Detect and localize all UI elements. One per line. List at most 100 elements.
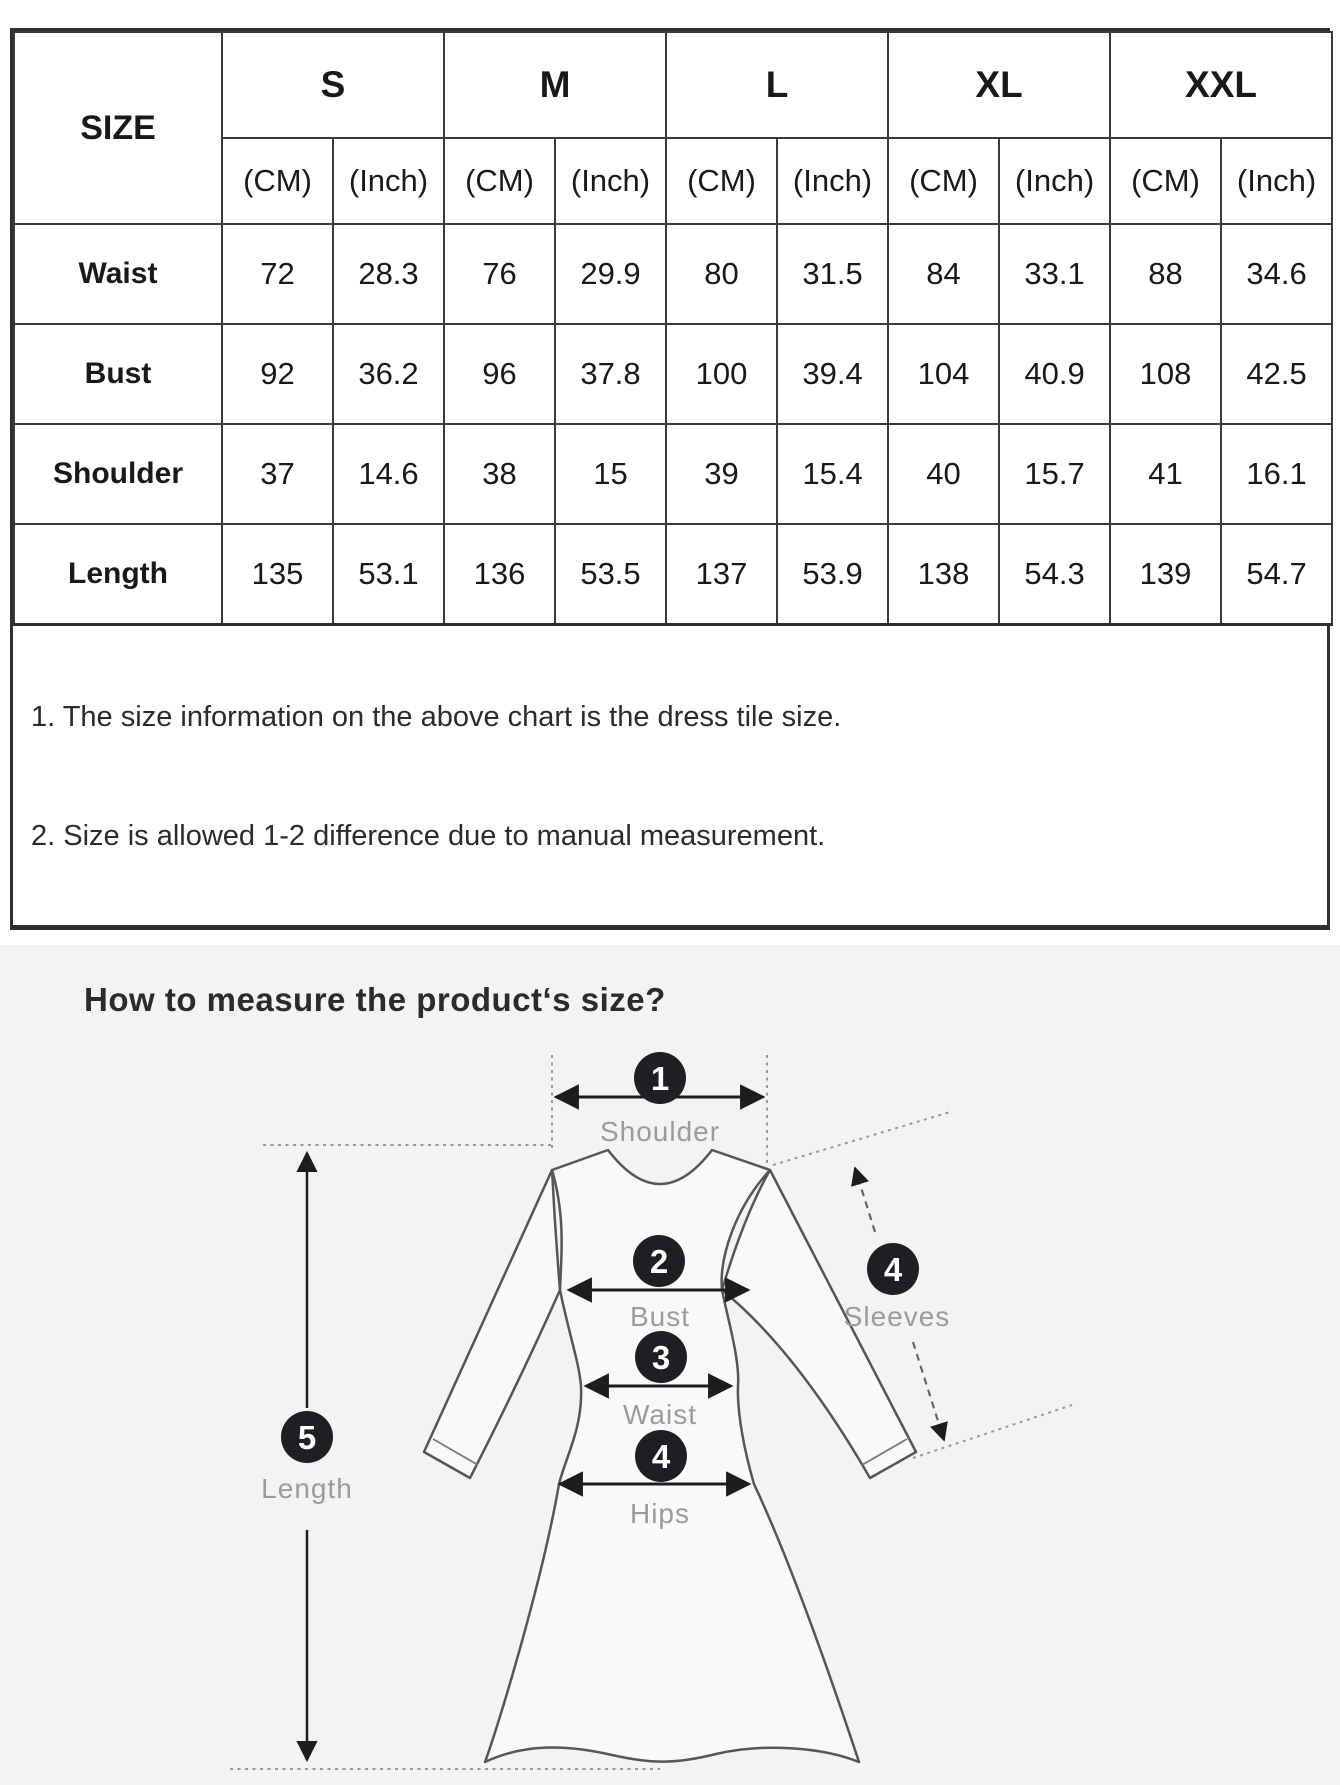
size-table: SIZE S M L XL XXL (CM) (Inch) (CM) (Inch… <box>13 31 1334 626</box>
length-label: Length <box>261 1473 353 1504</box>
sleeves-label: Sleeves <box>844 1301 951 1332</box>
value-cell: 72 <box>221 223 334 325</box>
table-row-bust: Bust 92 36.2 96 37.8 100 39.4 104 40.9 1… <box>13 323 1334 425</box>
value-cell: 37 <box>221 423 334 525</box>
value-cell: 29.9 <box>553 223 668 325</box>
value-cell: 138 <box>887 523 1001 626</box>
value-cell: 53.5 <box>553 523 668 626</box>
value-cell: 39.4 <box>776 323 890 425</box>
bust-measure: 2 Bust <box>566 1235 751 1332</box>
table-row-shoulder: Shoulder 37 14.6 38 15 39 15.4 40 15.7 4… <box>13 423 1334 525</box>
unit-cell-inch: (Inch) <box>332 137 445 225</box>
row-label: Shoulder <box>13 423 223 525</box>
size-corner-cell: SIZE <box>13 31 223 225</box>
value-cell: 53.9 <box>776 523 890 626</box>
size-header-m: M <box>442 31 668 139</box>
value-cell: 139 <box>1109 523 1223 626</box>
value-cell: 40.9 <box>998 323 1112 425</box>
dress-right-sleeve <box>720 1168 918 1480</box>
unit-cell-cm: (CM) <box>887 137 1001 225</box>
size-header-xl: XL <box>887 31 1112 139</box>
value-cell: 42.5 <box>1220 323 1334 425</box>
row-label: Waist <box>13 223 223 325</box>
value-cell: 39 <box>665 423 779 525</box>
note-line-1: 1. The size information on the above cha… <box>31 701 842 733</box>
left-cuff-line <box>432 1438 479 1466</box>
value-cell: 54.3 <box>998 523 1112 626</box>
sleeve-top-guide-line <box>772 1111 951 1166</box>
marker-bust-number: 2 <box>650 1243 668 1280</box>
value-cell: 16.1 <box>1220 423 1334 525</box>
value-cell: 15.7 <box>998 423 1112 525</box>
unit-cell-cm: (CM) <box>665 137 779 225</box>
marker-shoulder-badge <box>634 1052 686 1104</box>
value-cell: 53.1 <box>332 523 445 626</box>
unit-header-row: (CM) (Inch) (CM) (Inch) (CM) (Inch) (CM)… <box>14 137 1334 225</box>
size-header-xxl: XXL <box>1109 31 1334 139</box>
right-cuff-line <box>861 1438 908 1466</box>
unit-cell-inch: (Inch) <box>553 137 668 225</box>
measure-guide-section: How to measure the product‘s size? <box>0 945 1340 1785</box>
value-cell: 15.4 <box>776 423 890 525</box>
marker-bust-badge <box>633 1235 685 1287</box>
value-cell: 136 <box>443 523 556 626</box>
table-row-waist: Waist 72 28.3 76 29.9 80 31.5 84 33.1 88… <box>13 223 1334 325</box>
marker-sleeves-number: 4 <box>884 1251 903 1288</box>
value-cell: 88 <box>1109 223 1223 325</box>
sleeves-lower-arrow <box>911 1341 948 1442</box>
value-cell: 34.6 <box>1220 223 1334 325</box>
value-cell: 37.8 <box>553 323 668 425</box>
marker-length-number: 5 <box>298 1419 316 1456</box>
value-cell: 15 <box>553 423 668 525</box>
marker-shoulder-number: 1 <box>651 1060 669 1097</box>
size-header-row: SIZE S M L XL XXL <box>13 31 1334 225</box>
value-cell: 31.5 <box>776 223 890 325</box>
unit-cell-cm: (CM) <box>1109 137 1223 225</box>
dress-left-sleeve <box>422 1168 562 1480</box>
size-chart-box: SIZE S M L XL XXL (CM) (Inch) (CM) (Inch… <box>10 28 1334 930</box>
value-cell: 28.3 <box>332 223 445 325</box>
shoulder-measure: 1 Shoulder <box>553 1052 766 1147</box>
value-cell: 108 <box>1109 323 1223 425</box>
unit-cell-cm: (CM) <box>443 137 556 225</box>
size-header-s: S <box>221 31 445 139</box>
value-cell: 54.7 <box>1220 523 1334 626</box>
size-header-l: L <box>665 31 890 139</box>
marker-length-badge <box>281 1411 333 1463</box>
marker-waist-badge <box>635 1331 687 1383</box>
marker-hips-number: 4 <box>652 1438 671 1475</box>
value-cell: 100 <box>665 323 779 425</box>
marker-waist-number: 3 <box>652 1339 670 1376</box>
sleeves-upper-arrow <box>851 1166 877 1233</box>
unit-cell-cm: (CM) <box>221 137 334 225</box>
waist-measure: 3 Waist <box>583 1331 734 1430</box>
shoulder-label: Shoulder <box>600 1116 720 1147</box>
hips-measure: 4 Hips <box>557 1430 752 1529</box>
value-cell: 14.6 <box>332 423 445 525</box>
value-cell: 80 <box>665 223 779 325</box>
value-cell: 36.2 <box>332 323 445 425</box>
row-label: Length <box>13 523 223 626</box>
table-row-length: Length 135 53.1 136 53.5 137 53.9 138 54… <box>13 523 1334 626</box>
measure-guide-heading: How to measure the product‘s size? <box>84 981 666 1018</box>
sleeves-measure: 4 Sleeves <box>844 1166 951 1442</box>
value-cell: 92 <box>221 323 334 425</box>
value-cell: 40 <box>887 423 1001 525</box>
marker-sleeves-badge <box>867 1243 919 1295</box>
value-cell: 38 <box>443 423 556 525</box>
bust-label: Bust <box>630 1301 690 1332</box>
value-cell: 76 <box>443 223 556 325</box>
value-cell: 96 <box>443 323 556 425</box>
value-cell: 84 <box>887 223 1001 325</box>
unit-cell-inch: (Inch) <box>998 137 1112 225</box>
unit-cell-inch: (Inch) <box>776 137 890 225</box>
value-cell: 41 <box>1109 423 1223 525</box>
hips-label: Hips <box>630 1498 690 1529</box>
unit-cell-inch: (Inch) <box>1220 137 1334 225</box>
note-line-2: 2. Size is allowed 1-2 difference due to… <box>31 819 826 852</box>
value-cell: 104 <box>887 323 1001 425</box>
value-cell: 135 <box>221 523 334 626</box>
length-measure: 5 Length <box>261 1150 353 1763</box>
row-label: Bust <box>13 323 223 425</box>
